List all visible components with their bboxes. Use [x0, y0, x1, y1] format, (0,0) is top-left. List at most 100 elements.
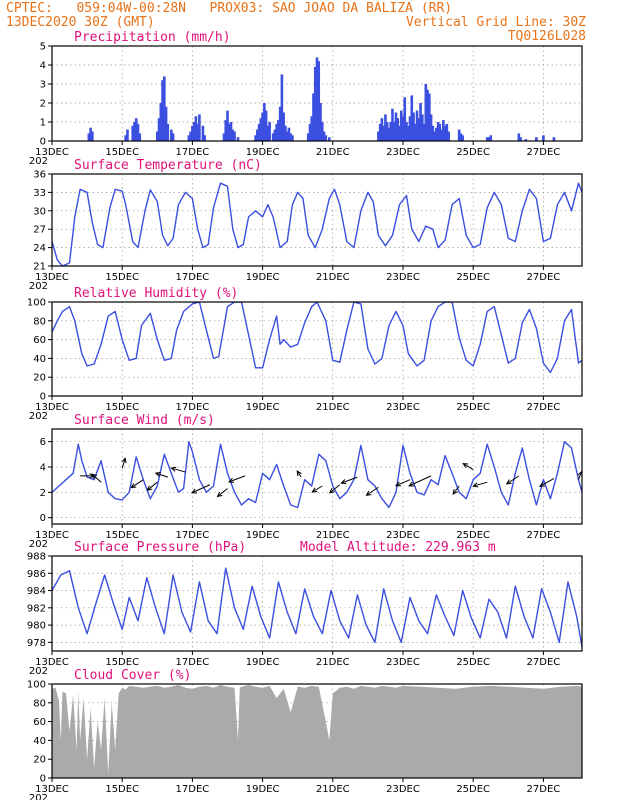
temp-line — [52, 182, 582, 266]
precip-bar — [524, 139, 528, 141]
pressure-ytick-label: 980 — [27, 621, 46, 632]
pressure-ytick-label: 978 — [27, 638, 46, 649]
precip-bar — [429, 114, 433, 141]
pressure-xtick-label: 13DEC — [35, 657, 69, 668]
wind-arrow-shaft — [473, 481, 488, 487]
cloud-year-label: 202 — [29, 793, 48, 800]
wind-year-label: 202 — [29, 539, 48, 550]
rh-ytick-label: 40 — [33, 354, 46, 365]
precip-bar — [403, 97, 407, 141]
wind-arrow-head — [130, 483, 137, 489]
wind-arrow-shaft — [146, 481, 158, 491]
precip-bar — [436, 122, 440, 141]
precip-bar — [380, 118, 384, 141]
precip-bar — [87, 133, 91, 141]
precip-bar — [266, 125, 270, 141]
precip-bar — [389, 122, 393, 141]
cloud-xtick-label: 17DEC — [176, 784, 210, 795]
wind-arrow-shaft — [329, 484, 341, 494]
cloud-title: Cloud Cover (%) — [74, 668, 191, 683]
precip-bar — [313, 66, 317, 141]
pressure-xtick-label: 15DEC — [105, 657, 139, 668]
pressure-ytick-label: 984 — [27, 586, 46, 597]
precip-bar — [261, 112, 264, 141]
precip-bar — [319, 103, 322, 141]
precip-bar — [461, 135, 464, 141]
precip-bar — [428, 93, 431, 141]
wind-ytick-label: 0 — [40, 513, 46, 524]
temp-ytick-label: 36 — [33, 170, 46, 181]
precip-bar — [256, 129, 259, 141]
pressure-ytick-label: 982 — [27, 603, 46, 614]
precip-bar — [164, 106, 168, 141]
wind-data — [52, 441, 582, 509]
precip-bar — [445, 123, 449, 141]
wind-arrow-shaft — [312, 485, 323, 493]
temp-ytick-label: 33 — [33, 188, 46, 199]
wind-title: Surface Wind (m/s) — [74, 413, 215, 428]
precip-bar — [519, 137, 522, 141]
precip-bar — [306, 133, 310, 141]
precip-bar — [517, 133, 521, 141]
pressure-frame — [51, 555, 583, 652]
precip-bar — [231, 129, 235, 141]
precip-bar — [322, 131, 326, 141]
rh-frame — [51, 301, 583, 397]
precip-year-label: 202 — [29, 156, 48, 167]
precip-bar — [384, 114, 387, 141]
wind-panel: 0 2 4 6 13DEC 15DEC 17DEC 19DEC 21DEC 23DEC 25DEC 2… — [29, 413, 583, 550]
wind-arrow-shaft — [462, 463, 474, 470]
pressure-ytick-label: 988 — [27, 552, 46, 563]
precip-xtick-label: 25DEC — [456, 147, 490, 158]
precip-bar — [438, 123, 442, 141]
precip-bar — [268, 122, 271, 141]
pressure-xtick-label: 25DEC — [456, 657, 490, 668]
wind-arrow-shaft — [578, 471, 582, 480]
precip-bar — [412, 112, 415, 141]
precip-bar — [159, 103, 163, 141]
precip-bar — [263, 103, 266, 141]
wind-arrow-shaft — [228, 475, 246, 483]
wind-ytick-label: 2 — [40, 488, 46, 499]
wind-arrow-shaft — [91, 473, 102, 483]
wind-arrow-shaft — [539, 477, 555, 487]
wind-xtick-label: 13DEC — [35, 530, 69, 541]
wind-arrow-head — [462, 462, 469, 468]
precip-bar — [435, 127, 438, 141]
precip-bar — [489, 135, 493, 141]
precip-bar — [224, 120, 228, 141]
precip-bar — [398, 125, 401, 141]
precip-bar — [192, 122, 196, 141]
rh-title: Relative Humidity (%) — [74, 286, 238, 301]
wind-arrow-head — [328, 488, 335, 494]
precip-bar — [124, 135, 128, 141]
header-run-time: 13DEC2020 30Z (GMT) — [6, 15, 155, 30]
precip-bar — [405, 122, 408, 141]
wind-arrow-head — [394, 481, 402, 487]
wind-arrow-head — [452, 488, 458, 495]
precip-bar — [187, 135, 191, 141]
pressure-xtick-label: 21DEC — [316, 657, 350, 668]
precip-bar — [382, 125, 385, 141]
precip-bar — [226, 110, 229, 141]
precip-bar — [487, 137, 491, 141]
precip-bar — [254, 135, 257, 141]
precip-bar — [542, 135, 545, 141]
precip-bar — [189, 131, 192, 141]
precip-bar — [415, 110, 419, 141]
precip-bar — [280, 74, 284, 141]
precip-bar — [275, 123, 278, 141]
pressure-title: Surface Pressure (hPa) — [74, 540, 246, 555]
wind-arrow-head — [365, 490, 372, 496]
precip-xtick-label: 15DEC — [105, 147, 139, 158]
precip-bar — [157, 118, 161, 141]
precip-bar — [170, 129, 173, 141]
temp-xtick-label: 19DEC — [246, 272, 280, 283]
precip-bar — [273, 129, 277, 141]
precip-bar — [431, 125, 435, 141]
precip-bar — [198, 114, 201, 141]
wind-arrow-head — [340, 479, 347, 485]
precip-ytick-label: 0 — [40, 137, 46, 148]
wind-arrow-shaft — [191, 484, 211, 494]
